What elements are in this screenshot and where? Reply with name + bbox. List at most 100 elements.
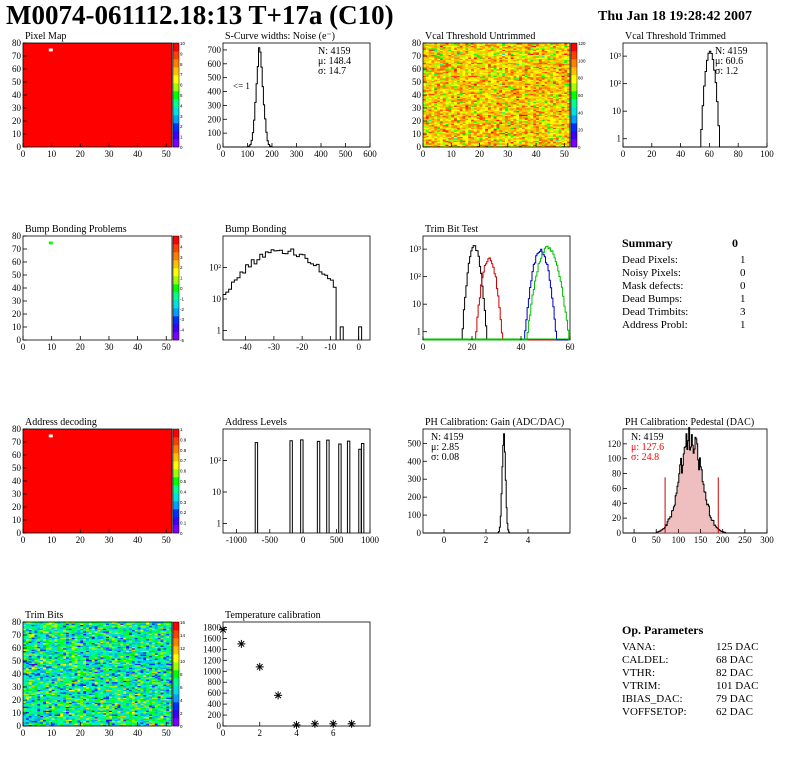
heatmap-cell <box>425 141 429 144</box>
heatmap-cell <box>428 143 432 145</box>
heatmap-cell <box>423 91 427 93</box>
heatmap-cell <box>25 697 30 699</box>
heatmap-cell <box>456 65 461 67</box>
heatmap-cell <box>519 61 523 63</box>
heatmap-cell <box>510 121 514 123</box>
heatmap-cell <box>567 96 571 98</box>
heatmap-cell <box>538 92 543 94</box>
heatmap-cell <box>423 95 427 97</box>
heatmap-cell <box>561 93 565 96</box>
address-decoding-xtick-label: 40 <box>133 535 143 545</box>
heatmap-cell <box>476 74 480 76</box>
heatmap-cell <box>530 109 534 111</box>
heatmap-cell <box>513 61 517 63</box>
heatmap-cell <box>482 115 486 118</box>
heatmap-cell <box>462 93 466 96</box>
heatmap-cell <box>431 93 435 96</box>
heatmap-cell <box>28 681 32 684</box>
heatmap-cell <box>482 91 486 93</box>
heatmap-cell <box>499 62 503 65</box>
heatmap-cell <box>567 115 571 118</box>
heatmap-cell <box>516 53 520 55</box>
heatmap-cell <box>471 111 475 114</box>
heatmap-cell <box>564 139 568 141</box>
heatmap-cell <box>530 143 534 145</box>
heatmap-cell <box>28 688 32 690</box>
heatmap-cell <box>445 69 449 71</box>
heatmap-cell <box>561 65 565 67</box>
heatmap-cell <box>499 87 503 89</box>
heatmap-cell <box>459 104 463 106</box>
vcal-untrimmed-ytick-label: 0 <box>417 142 422 152</box>
heatmap-cell <box>527 84 531 87</box>
heatmap-cell <box>448 57 452 59</box>
heatmap-cell <box>473 101 478 104</box>
heatmap-cell <box>504 84 509 87</box>
heatmap-cell <box>442 139 446 141</box>
heatmap-cell <box>507 93 511 96</box>
heatmap-cell <box>544 143 548 145</box>
heatmap-cell <box>479 66 483 68</box>
heatmap-cell <box>425 82 429 84</box>
heatmap-cell <box>476 50 480 53</box>
heatmap-cell <box>558 54 562 57</box>
heatmap-cell <box>476 108 480 110</box>
heatmap-cell <box>530 43 534 45</box>
heatmap-cell <box>504 54 509 57</box>
heatmap-cell <box>561 66 565 68</box>
heatmap-cell <box>499 75 503 78</box>
heatmap-cell <box>519 49 523 52</box>
heatmap-cell <box>493 98 497 101</box>
bump-bonding-problems-xtick-label: 40 <box>133 342 143 352</box>
heatmap-cell <box>499 101 503 104</box>
heatmap-cell <box>490 57 494 59</box>
heatmap-cell <box>510 82 514 84</box>
heatmap-cell <box>488 123 492 126</box>
heatmap-cell <box>425 79 429 81</box>
heatmap-cell <box>23 722 27 724</box>
heatmap-cell <box>28 703 32 706</box>
heatmap-cell <box>533 74 537 76</box>
heatmap-cell <box>442 92 446 94</box>
vcal-untrimmed-ytick-label: 10 <box>412 129 422 139</box>
heatmap-cell <box>547 63 551 66</box>
heatmap-cell <box>439 128 444 131</box>
heatmap-cell <box>462 58 466 61</box>
heatmap-cell <box>513 122 517 124</box>
pixel-map-colorbar-segment <box>173 83 179 92</box>
heatmap-cell <box>536 128 540 131</box>
heatmap-cell <box>473 128 478 131</box>
heatmap-cell <box>471 122 475 124</box>
heatmap-cell <box>23 709 27 711</box>
heatmap-cell <box>516 56 520 58</box>
heatmap-cell <box>516 141 520 144</box>
heatmap-cell <box>479 126 483 128</box>
heatmap-cell <box>564 57 568 59</box>
heatmap-cell <box>448 82 452 84</box>
heatmap-cell <box>553 50 557 53</box>
heatmap-cell <box>473 108 478 110</box>
heatmap-cell <box>521 72 526 75</box>
heatmap-cell <box>465 56 469 58</box>
bump-bonding-problems-colorbar-label: -3 <box>180 317 184 322</box>
heatmap-cell <box>482 93 486 96</box>
heatmap-cell <box>445 65 449 67</box>
heatmap-cell <box>465 100 469 102</box>
heatmap-cell <box>454 123 458 126</box>
heatmap-cell <box>496 67 500 70</box>
heatmap-cell <box>428 95 432 97</box>
heatmap-cell <box>516 140 520 143</box>
heatmap-cell <box>544 141 548 144</box>
heatmap-cell <box>510 123 514 126</box>
heatmap-cell <box>527 126 531 128</box>
heatmap-cell <box>473 66 478 68</box>
heatmap-cell <box>490 130 494 132</box>
heatmap-cell <box>530 136 534 139</box>
heatmap-cell <box>490 74 494 76</box>
heatmap-cell <box>513 54 517 57</box>
heatmap-cell <box>499 70 503 72</box>
heatmap-cell <box>31 722 35 724</box>
heatmap-cell <box>462 119 466 122</box>
heatmap-cell <box>423 75 427 78</box>
